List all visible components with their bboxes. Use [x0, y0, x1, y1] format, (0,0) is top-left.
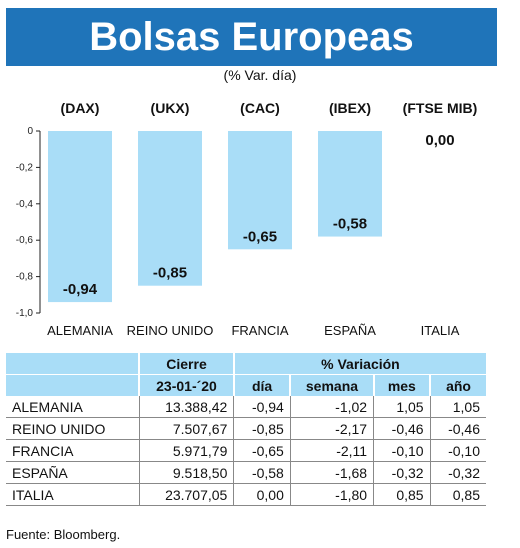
category-label: ESPAÑA	[324, 323, 376, 338]
table-cell: 0,00	[233, 483, 291, 506]
table-cell: -0,32	[429, 461, 486, 484]
table-cell: -0,65	[233, 439, 291, 462]
table-corner-2	[6, 374, 140, 396]
table-cell: -0,46	[429, 417, 486, 440]
data-label: -0,85	[153, 265, 187, 282]
index-label: (DAX)	[61, 100, 100, 116]
chart-title: Bolsas Europeas	[89, 15, 414, 59]
table-cell: 5.971,79	[138, 439, 234, 462]
index-label: (UKX)	[151, 100, 190, 116]
y-tick-label: -0,4	[16, 199, 34, 210]
table-body: ALEMANIA 13.388,42 -0,94 -1,02 1,05 1,05 REINO…	[6, 396, 486, 506]
table-cell: -0,32	[373, 461, 431, 484]
bar	[48, 131, 112, 303]
table-cell: -2,11	[289, 439, 374, 462]
data-label: 0,00	[425, 132, 454, 149]
data-label: -0,65	[243, 228, 277, 245]
table-cell: -0,10	[373, 439, 431, 462]
table-cell: 0,85	[373, 483, 431, 506]
header-cierre: Cierre	[138, 353, 234, 375]
chart-subtitle: (% Var. día)	[223, 67, 297, 83]
y-tick-label: 0	[27, 126, 33, 137]
y-tick-label: -0,8	[16, 272, 34, 283]
table-cell: -1,02	[289, 396, 374, 418]
table-cell: -2,17	[289, 417, 374, 440]
header-semana: semana	[289, 374, 374, 396]
table-cell: -0,10	[429, 439, 486, 462]
table-row-country: ALEMANIA	[6, 396, 140, 418]
table-row-country: ITALIA	[6, 483, 140, 506]
category-label: ITALIA	[421, 323, 460, 338]
table-corner	[6, 353, 140, 375]
category-label: FRANCIA	[231, 323, 288, 338]
bar	[228, 131, 292, 250]
table-cell: 1,05	[373, 396, 431, 418]
index-label: (CAC)	[240, 100, 280, 116]
table-row: ESPAÑA 9.518,50 -0,58 -1,68 -0,32 -0,32	[6, 461, 486, 484]
table-row-country: ESPAÑA	[6, 461, 140, 484]
table-cell: -1,80	[289, 483, 374, 506]
table-cell: -0,46	[373, 417, 431, 440]
index-table: Cierre % Variación 23-01-´20 día semana …	[6, 353, 486, 506]
header-mes: mes	[372, 374, 431, 396]
index-label: (FTSE MIB)	[403, 100, 478, 116]
y-tick-label: -0,2	[16, 162, 34, 173]
table-row: FRANCIA 5.971,79 -0,65 -2,11 -0,10 -0,10	[6, 439, 486, 462]
table-cell: -0,85	[233, 417, 291, 440]
title-banner: Bolsas Europeas	[6, 8, 497, 66]
category-label: ALEMANIA	[47, 323, 113, 338]
source-note: Fuente: Bloomberg.	[6, 527, 121, 542]
header-dia: día	[232, 374, 291, 396]
table-row-country: REINO UNIDO	[6, 417, 140, 440]
table-row-country: FRANCIA	[6, 439, 140, 462]
table-cell: -1,68	[289, 461, 374, 484]
bar-chart: 0 -0,2 -0,4 -0,6 -0,8 -1,0 (DAX) -0,94 ALEMANIA (…	[16, 100, 478, 338]
y-tick-label: -0,6	[16, 235, 34, 246]
bar	[318, 131, 382, 237]
header-ano: año	[429, 374, 486, 396]
header-variacion: % Variación	[232, 353, 486, 375]
table-cell: 7.507,67	[138, 417, 234, 440]
table-cell: -0,58	[233, 461, 291, 484]
table-cell: 0,85	[429, 483, 486, 506]
category-label: REINO UNIDO	[127, 323, 214, 338]
table-row: REINO UNIDO 7.507,67 -0,85 -2,17 -0,46 -0,46	[6, 417, 486, 440]
table-cell: 9.518,50	[138, 461, 234, 484]
table-row: ITALIA 23.707,05 0,00 -1,80 0,85 0,85	[6, 483, 486, 506]
table-cell: -0,94	[233, 396, 291, 418]
data-label: -0,58	[333, 216, 367, 233]
table-cell: 13.388,42	[138, 396, 234, 418]
index-label: (IBEX)	[329, 100, 371, 116]
header-date: 23-01-´20	[138, 374, 234, 396]
data-label: -0,94	[63, 281, 98, 298]
bar	[138, 131, 202, 286]
table-cell: 1,05	[429, 396, 486, 418]
y-tick-label: -1,0	[16, 308, 34, 319]
table-row: ALEMANIA 13.388,42 -0,94 -1,02 1,05 1,05	[6, 396, 486, 418]
table-cell: 23.707,05	[138, 483, 234, 506]
